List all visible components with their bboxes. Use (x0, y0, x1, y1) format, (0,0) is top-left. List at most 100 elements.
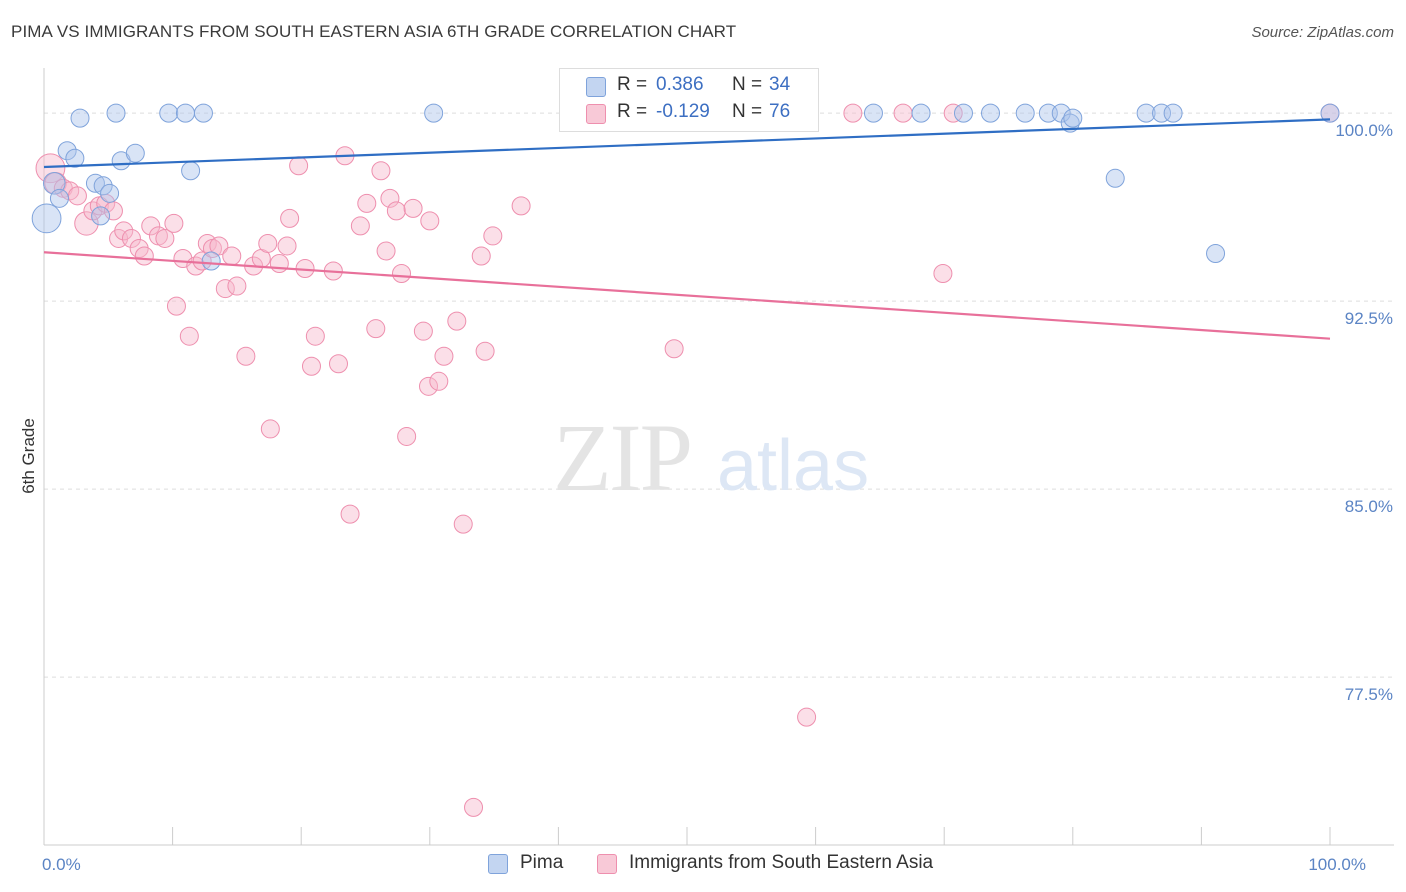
asia-point-46 (350, 216, 370, 236)
asia-point-52 (386, 201, 406, 221)
legend-swatch-pima (586, 77, 606, 97)
legend-swatch-asia (586, 104, 606, 124)
y-tick-label-1: 92.5% (1345, 309, 1393, 328)
pima-point-9 (100, 183, 120, 203)
asia-point-34 (260, 419, 280, 439)
asia-point-36 (277, 236, 297, 256)
pima-point-15 (181, 161, 201, 181)
asia-point-12 (121, 228, 141, 248)
asia-point-19 (166, 296, 186, 316)
asia-point-50 (376, 241, 396, 261)
pima-point-3 (57, 141, 77, 161)
asia-point-64 (471, 246, 491, 266)
pima-point-12 (125, 143, 145, 163)
asia-point-43 (328, 354, 348, 374)
asia-point-27 (215, 279, 235, 299)
pima-point-6 (85, 173, 105, 193)
pima-point-19 (863, 103, 883, 123)
asia-point-18 (164, 213, 184, 233)
asia-point-59 (429, 371, 449, 391)
axes (43, 68, 1394, 846)
asia-point-73 (943, 103, 963, 123)
asia-point-70 (843, 103, 863, 123)
asia-point-40 (301, 356, 321, 376)
asia-point-4 (67, 186, 87, 206)
y-tick-label-0: 100.0% (1335, 121, 1393, 140)
legend-r-label: R = (617, 74, 648, 95)
x-tick-label-0: 0.0% (42, 855, 81, 874)
y-tick-label-2: 85.0% (1345, 497, 1393, 516)
trend-line-pima (43, 118, 1331, 169)
asia-point-62 (453, 514, 473, 534)
pima-point-18 (424, 103, 444, 123)
pima-point-32 (1206, 243, 1226, 263)
asia-point-0 (35, 153, 66, 184)
pima-point-7 (91, 206, 111, 226)
asia-point-5 (74, 211, 99, 236)
watermark: ZIP atlas (553, 404, 869, 511)
asia-point-63 (464, 797, 484, 817)
gridlines (44, 112, 1394, 678)
legend-r-value-asia: -0.129 (656, 101, 710, 122)
asia-point-72 (933, 264, 953, 284)
pima-point-26 (1060, 113, 1080, 133)
asia-point-57 (419, 376, 439, 396)
pima-point-29 (1136, 103, 1156, 123)
legend-n-value-asia: 76 (769, 101, 791, 122)
asia-point-56 (413, 321, 433, 341)
watermark-zip: ZIP (553, 404, 691, 511)
asia-point-29 (227, 276, 247, 296)
asia-point-66 (483, 226, 503, 246)
pima-point-30 (1152, 103, 1172, 123)
asia-point-30 (236, 346, 256, 366)
asia-point-45 (340, 504, 360, 524)
asia-point-65 (475, 341, 495, 361)
pima-point-16 (193, 103, 213, 123)
asia-point-58 (420, 211, 440, 231)
stats-legend: R = 0.386 N = 34 R = -0.129 N = 76 (559, 68, 819, 132)
asia-point-69 (797, 707, 817, 727)
pima-point-17 (201, 251, 221, 271)
asia-point-48 (366, 319, 386, 339)
y-tick-label-3: 77.5% (1345, 685, 1393, 704)
asia-point-51 (380, 188, 400, 208)
pima-point-5 (70, 108, 90, 128)
asia-point-68 (664, 339, 684, 359)
legend-n-label: N = (732, 101, 763, 122)
asia-point-26 (209, 236, 229, 256)
x-tick-labels: 0.0% 100.0% (42, 855, 1366, 874)
pima-point-4 (65, 148, 85, 168)
pima-point-2 (49, 188, 69, 208)
y-axis-label: 6th Grade (19, 418, 38, 494)
pima-point-22 (980, 103, 1000, 123)
bottom-legend-label-asia: Immigrants from South Eastern Asia (629, 852, 934, 873)
asia-point-11 (114, 221, 134, 241)
source-label: Source: ZipAtlas.com (1251, 24, 1394, 41)
asia-point-53 (392, 264, 412, 284)
pima-point-10 (106, 103, 126, 123)
asia-point-35 (269, 254, 289, 274)
asia-point-15 (141, 216, 161, 236)
trend-line-asia (43, 251, 1331, 340)
bottom-legend-label-pima: Pima (520, 852, 564, 873)
asia-point-60 (434, 346, 454, 366)
legend-n-label: N = (732, 74, 763, 95)
legend-r-label: R = (617, 101, 648, 122)
asia-point-14 (134, 246, 154, 266)
legend-r-value-pima: 0.386 (656, 74, 704, 95)
asia-point-61 (447, 311, 467, 331)
series-pima-points (31, 103, 1340, 271)
pima-point-33 (1320, 103, 1340, 123)
x-tick-label-1: 100.0% (1308, 855, 1366, 874)
pima-point-23 (1015, 103, 1035, 123)
bottom-legend-swatch-asia (597, 854, 617, 874)
asia-point-55 (403, 198, 423, 218)
asia-point-67 (511, 196, 531, 216)
asia-point-21 (179, 326, 199, 346)
pima-point-0 (31, 203, 62, 234)
pima-point-27 (1063, 108, 1083, 128)
pima-point-13 (159, 103, 179, 123)
pima-point-1 (42, 171, 66, 195)
pima-point-28 (1105, 168, 1125, 188)
